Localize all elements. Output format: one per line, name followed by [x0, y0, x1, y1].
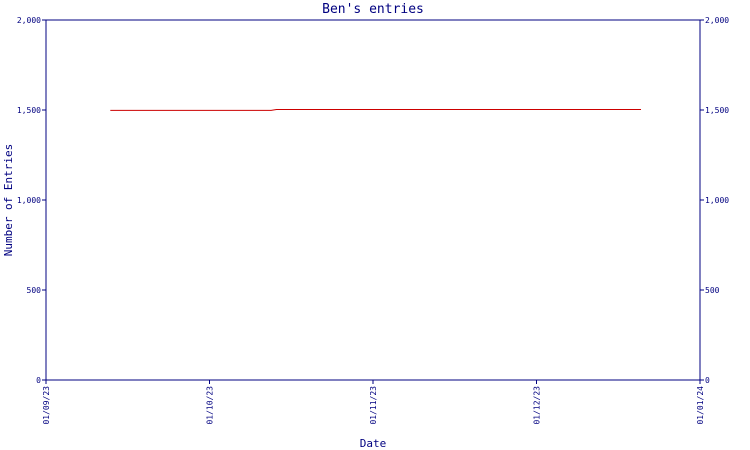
y-tick-label-right: 0	[705, 376, 710, 385]
x-tick-label: 01/01/24	[696, 386, 705, 425]
y-tick-label-right: 1,500	[705, 106, 729, 115]
x-axis-title: Date	[360, 437, 387, 450]
y-tick-label: 1,000	[17, 196, 41, 205]
y-tick-label-right: 500	[705, 286, 720, 295]
x-tick-label: 01/09/23	[42, 386, 51, 425]
plot-area	[45, 19, 701, 381]
y-tick-label: 0	[36, 376, 41, 385]
ticks-layer: 0 0 500 500 1,000 1,000 1,500 1,500 2,000 2,000 01…	[17, 16, 729, 425]
y-tick-label-right: 2,000	[705, 16, 729, 25]
series-layer	[110, 109, 641, 111]
series-line-0	[110, 109, 641, 111]
x-tick-label: 01/12/23	[533, 386, 542, 425]
chart-title: Ben's entries	[322, 2, 424, 17]
y-axis-title: Number of Entries	[2, 144, 15, 257]
y-tick-label: 2,000	[17, 16, 41, 25]
y-tick-label-right: 1,000	[705, 196, 729, 205]
y-tick-label: 500	[27, 286, 42, 295]
y-tick-label: 1,500	[17, 106, 41, 115]
x-tick-label: 01/11/23	[369, 386, 378, 425]
x-tick-label: 01/10/23	[206, 386, 215, 425]
